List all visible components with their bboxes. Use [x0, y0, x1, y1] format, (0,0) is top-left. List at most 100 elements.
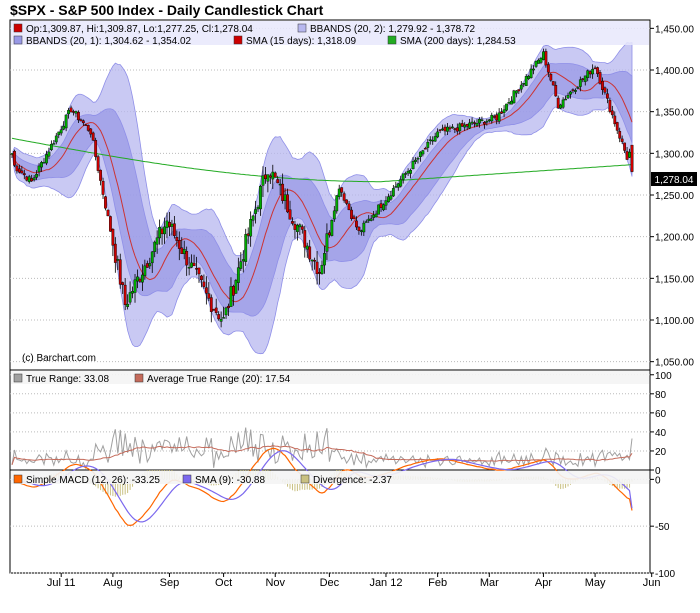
candle-body: [559, 104, 563, 109]
x-tick-label: Mar: [480, 577, 499, 589]
candle-body: [217, 314, 221, 320]
candle-body: [399, 179, 403, 187]
candle-body: [101, 180, 105, 195]
candle-body: [510, 100, 513, 105]
candle-body: [163, 226, 166, 235]
candle: [52, 140, 56, 145]
candle: [57, 131, 61, 139]
candle: [273, 171, 277, 178]
candle-body: [45, 154, 48, 164]
candle-body: [177, 240, 181, 249]
candle: [544, 48, 548, 68]
macd-tick-label: -100: [655, 569, 675, 580]
candle-body: [396, 183, 400, 188]
legend-label: BBANDS (20, 2): 1,279.92 - 1,378.72: [310, 24, 476, 35]
candle-body: [359, 230, 363, 232]
candle: [576, 86, 580, 90]
candle-body: [79, 119, 83, 122]
candle: [551, 81, 555, 86]
price-tick-label: 1,300.00: [655, 149, 694, 160]
candle-body: [485, 120, 489, 123]
candle: [630, 144, 634, 173]
candle-body: [586, 70, 590, 78]
candle: [490, 112, 494, 124]
candle: [401, 173, 405, 184]
candle-body: [271, 171, 275, 180]
candle: [350, 206, 353, 221]
candle-body: [406, 170, 410, 174]
candle-body: [227, 305, 230, 309]
candle-body: [561, 99, 565, 108]
candle-body: [126, 303, 130, 307]
macd-legend: Simple MACD (12, 26): -33.25 SMA (9): -30…: [11, 471, 649, 486]
atr-tick-label: 60: [655, 409, 667, 420]
candle-body: [234, 280, 238, 294]
candle-body: [605, 93, 609, 99]
candle-body: [165, 220, 169, 229]
candle-body: [69, 107, 73, 113]
candle: [197, 267, 201, 283]
candle-body: [423, 148, 427, 150]
candle-body: [628, 151, 631, 158]
candle: [569, 90, 572, 99]
candle-body: [554, 85, 558, 97]
candle: [502, 105, 506, 118]
candle-body: [264, 174, 267, 179]
candle-body: [409, 170, 412, 174]
sma-15-path: [11, 71, 633, 303]
candle: [222, 306, 225, 319]
candle: [185, 246, 189, 276]
candle-body: [172, 223, 176, 236]
candle-body: [94, 140, 98, 157]
candle: [219, 311, 223, 328]
candle: [583, 75, 587, 86]
candle: [505, 103, 508, 112]
candle-body: [618, 131, 622, 139]
atr-path: [11, 445, 633, 465]
candle: [448, 125, 452, 133]
candle: [81, 119, 85, 126]
candle-body: [549, 73, 553, 81]
candle-body: [404, 173, 408, 175]
candle: [546, 62, 550, 78]
candle: [468, 118, 472, 129]
candle: [133, 273, 137, 303]
legend-label: Simple MACD (12, 26): -33.25: [26, 475, 160, 486]
candle-body: [362, 222, 366, 233]
candle: [291, 217, 294, 226]
candle-body: [47, 151, 51, 157]
candle-body: [502, 109, 506, 113]
candle-body: [544, 51, 548, 66]
candle-body: [236, 267, 240, 283]
candle-body: [17, 168, 21, 173]
candle: [337, 184, 341, 200]
candle-body: [57, 131, 61, 136]
candle-body: [372, 214, 376, 218]
candle-body: [278, 183, 282, 186]
atr-panel-frame: [9, 369, 651, 471]
candle-body: [249, 219, 253, 237]
candle-body: [468, 122, 472, 129]
candle: [77, 110, 80, 123]
candle-body: [453, 128, 457, 130]
candle-body: [22, 173, 26, 176]
candle: [480, 116, 484, 122]
last-price-label: 1,278.04: [655, 175, 694, 186]
candle-body: [138, 278, 142, 282]
candle: [204, 276, 208, 305]
candle-body: [84, 124, 88, 126]
candle-body: [15, 165, 19, 172]
x-tick-label: Apr: [535, 577, 552, 589]
candle: [140, 264, 144, 291]
candle: [177, 231, 181, 261]
candle-body: [448, 127, 452, 130]
candle: [332, 205, 336, 222]
candle: [532, 65, 535, 75]
candle-body: [109, 216, 112, 232]
candle: [566, 92, 570, 99]
candle: [229, 277, 233, 307]
candle-body: [458, 123, 462, 132]
candle-body: [478, 119, 481, 124]
legend-swatch: [13, 23, 23, 33]
candle-body: [229, 286, 233, 307]
